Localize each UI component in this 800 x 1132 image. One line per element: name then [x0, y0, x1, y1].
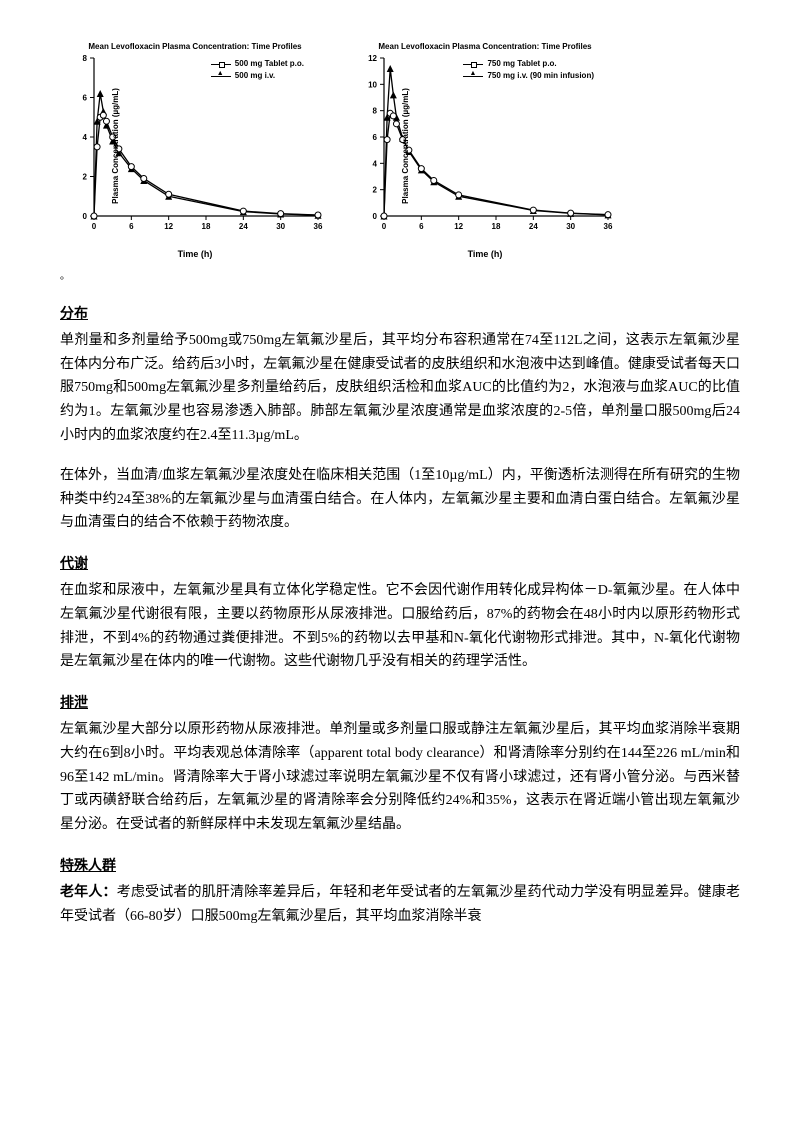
svg-text:6: 6 — [373, 133, 378, 142]
elderly-label: 老年人： — [60, 885, 117, 900]
heading-metabolism: 代谢 — [60, 553, 740, 577]
svg-text:30: 30 — [566, 222, 575, 231]
svg-text:4: 4 — [373, 159, 378, 168]
legend-500-iv: 500 mg i.v. — [235, 70, 275, 82]
chart-500-xlabel: Time (h) — [60, 247, 330, 262]
svg-text:24: 24 — [239, 222, 248, 231]
svg-text:0: 0 — [83, 212, 88, 221]
heading-special: 特殊人群 — [60, 855, 740, 879]
trailing-dot: 。 — [60, 268, 740, 285]
chart-750-title: Mean Levofloxacin Plasma Concentration: … — [350, 40, 620, 54]
distribution-p2: 在体外，当血清/血浆左氧氟沙星浓度处在临床相关范围（1至10µg/mL）内，平衡… — [60, 464, 740, 535]
svg-text:8: 8 — [83, 54, 88, 63]
svg-text:6: 6 — [129, 222, 134, 231]
metabolism-p1: 在血浆和尿液中，左氧氟沙星具有立体化学稳定性。它不会因代谢作用转化成异构体－D-… — [60, 579, 740, 674]
svg-text:12: 12 — [368, 54, 377, 63]
svg-text:0: 0 — [92, 222, 97, 231]
svg-text:6: 6 — [419, 222, 424, 231]
svg-text:8: 8 — [373, 107, 378, 116]
chart-500mg: Mean Levofloxacin Plasma Concentration: … — [60, 30, 330, 262]
legend-750-tablet: 750 mg Tablet p.o. — [487, 58, 556, 70]
legend-750-iv: 750 mg i.v. (90 min infusion) — [487, 70, 594, 82]
svg-text:18: 18 — [492, 222, 501, 231]
svg-text:36: 36 — [314, 222, 323, 231]
chart-750-ylabel: Plasma Concentration (µg/mL) — [399, 88, 413, 204]
svg-text:6: 6 — [83, 94, 88, 103]
svg-text:2: 2 — [373, 186, 378, 195]
svg-text:2: 2 — [83, 173, 88, 182]
heading-distribution: 分布 — [60, 303, 740, 327]
svg-text:12: 12 — [454, 222, 463, 231]
svg-text:4: 4 — [83, 133, 88, 142]
legend-500-tablet: 500 mg Tablet p.o. — [235, 58, 304, 70]
special-elderly: 老年人：考虑受试者的肌肝清除率差异后，年轻和老年受试者的左氧氟沙星药代动力学没有… — [60, 881, 740, 929]
excretion-p1: 左氧氟沙星大部分以原形药物从尿液排泄。单剂量或多剂量口服或静注左氧氟沙星后，其平… — [60, 718, 740, 837]
svg-text:0: 0 — [373, 212, 378, 221]
chart-750mg: Mean Levofloxacin Plasma Concentration: … — [350, 30, 620, 262]
chart-500-legend: 500 mg Tablet p.o. 500 mg i.v. — [211, 58, 304, 82]
distribution-p1: 单剂量和多剂量给予500mg或750mg左氧氟沙星后，其平均分布容积通常在74至… — [60, 329, 740, 448]
svg-text:36: 36 — [604, 222, 613, 231]
svg-text:10: 10 — [368, 80, 377, 89]
svg-text:12: 12 — [164, 222, 173, 231]
chart-750-legend: 750 mg Tablet p.o. 750 mg i.v. (90 min i… — [463, 58, 594, 82]
svg-text:30: 30 — [276, 222, 285, 231]
elderly-text: 考虑受试者的肌肝清除率差异后，年轻和老年受试者的左氧氟沙星药代动力学没有明显差异… — [60, 885, 740, 924]
heading-excretion: 排泄 — [60, 692, 740, 716]
charts-row: Mean Levofloxacin Plasma Concentration: … — [60, 30, 740, 262]
chart-500-ylabel: Plasma Concentration (µg/mL) — [109, 88, 123, 204]
svg-text:18: 18 — [202, 222, 211, 231]
chart-500-title: Mean Levofloxacin Plasma Concentration: … — [60, 40, 330, 54]
svg-text:24: 24 — [529, 222, 538, 231]
chart-750-xlabel: Time (h) — [350, 247, 620, 262]
svg-text:0: 0 — [382, 222, 387, 231]
